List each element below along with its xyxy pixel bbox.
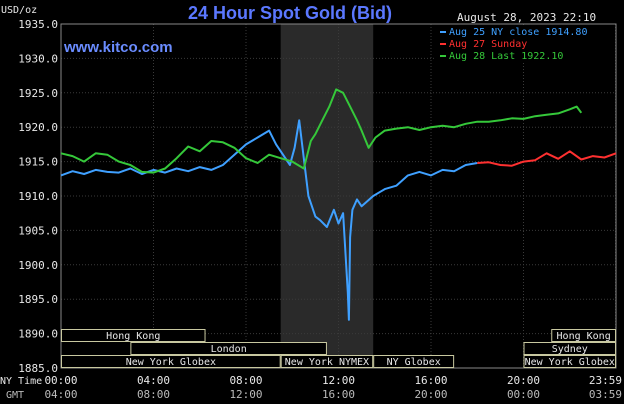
session-label: New York Globex xyxy=(525,357,615,368)
x-row1-label: NY Time xyxy=(0,376,42,387)
x-tick-label: 20:00 xyxy=(414,388,447,401)
x-row2-label: GMT xyxy=(6,390,24,401)
y-tick-label: 1895.0 xyxy=(18,293,58,306)
x-tick-label: 08:00 xyxy=(137,388,170,401)
watermark: www.kitco.com xyxy=(63,39,173,56)
session-label: Hong Kong xyxy=(106,331,160,342)
session-box xyxy=(130,342,327,355)
x-tick-label: 12:00 xyxy=(322,374,355,387)
y-tick-label: 1885.0 xyxy=(18,362,58,375)
session-label: NY Globex xyxy=(387,357,441,368)
legend-entry: Aug 28 Last 1922.10 xyxy=(449,51,563,62)
x-tick-label: 04:00 xyxy=(44,388,77,401)
session-box xyxy=(523,355,616,368)
y-tick-label: 1920.0 xyxy=(18,121,58,134)
x-tick-label: 16:00 xyxy=(414,374,447,387)
x-tick-label: 20:00 xyxy=(507,374,540,387)
x-tick-label: 04:00 xyxy=(137,374,170,387)
y-unit-label: USD/oz xyxy=(1,5,37,16)
session-box xyxy=(551,329,616,342)
y-tick-label: 1930.0 xyxy=(18,52,58,65)
x-tick-label: 23:59 xyxy=(589,374,622,387)
session-box xyxy=(61,355,281,368)
y-tick-label: 1915.0 xyxy=(18,156,58,169)
session-box xyxy=(280,355,374,368)
series-line xyxy=(477,150,617,167)
series-line xyxy=(60,88,583,174)
session-box xyxy=(61,329,206,342)
session-label: New York Globex xyxy=(126,357,216,368)
y-tick-label: 1905.0 xyxy=(18,224,58,237)
x-tick-label: 00:00 xyxy=(507,388,540,401)
y-tick-label: 1935.0 xyxy=(18,18,58,31)
session-label: New York NYMEX xyxy=(285,357,369,368)
chart-title: 24 Hour Spot Gold (Bid) xyxy=(188,3,392,23)
x-tick-label: 00:00 xyxy=(44,374,77,387)
series-line xyxy=(60,119,478,321)
x-tick-label: 08:00 xyxy=(229,374,262,387)
legend-entry: Aug 25 NY close 1914.80 xyxy=(449,27,587,38)
session-box xyxy=(523,342,616,355)
nymex-shade xyxy=(280,24,374,368)
legend-entry: Aug 27 Sunday xyxy=(449,39,527,50)
x-tick-label: 16:00 xyxy=(322,388,355,401)
y-tick-label: 1890.0 xyxy=(18,328,58,341)
y-tick-label: 1900.0 xyxy=(18,259,58,272)
x-tick-label: 12:00 xyxy=(229,388,262,401)
session-label: London xyxy=(211,344,247,355)
x-tick-label: 03:59 xyxy=(589,388,622,401)
timestamp: August 28, 2023 22:10 xyxy=(457,11,596,24)
y-tick-label: 1925.0 xyxy=(18,87,58,100)
legend: Aug 25 NY close 1914.80 Aug 27 Sunday Au… xyxy=(435,25,615,63)
session-box xyxy=(373,355,455,368)
y-tick-label: 1910.0 xyxy=(18,190,58,203)
session-label: Sydney xyxy=(552,344,588,355)
session-label: Hong Kong xyxy=(557,331,611,342)
